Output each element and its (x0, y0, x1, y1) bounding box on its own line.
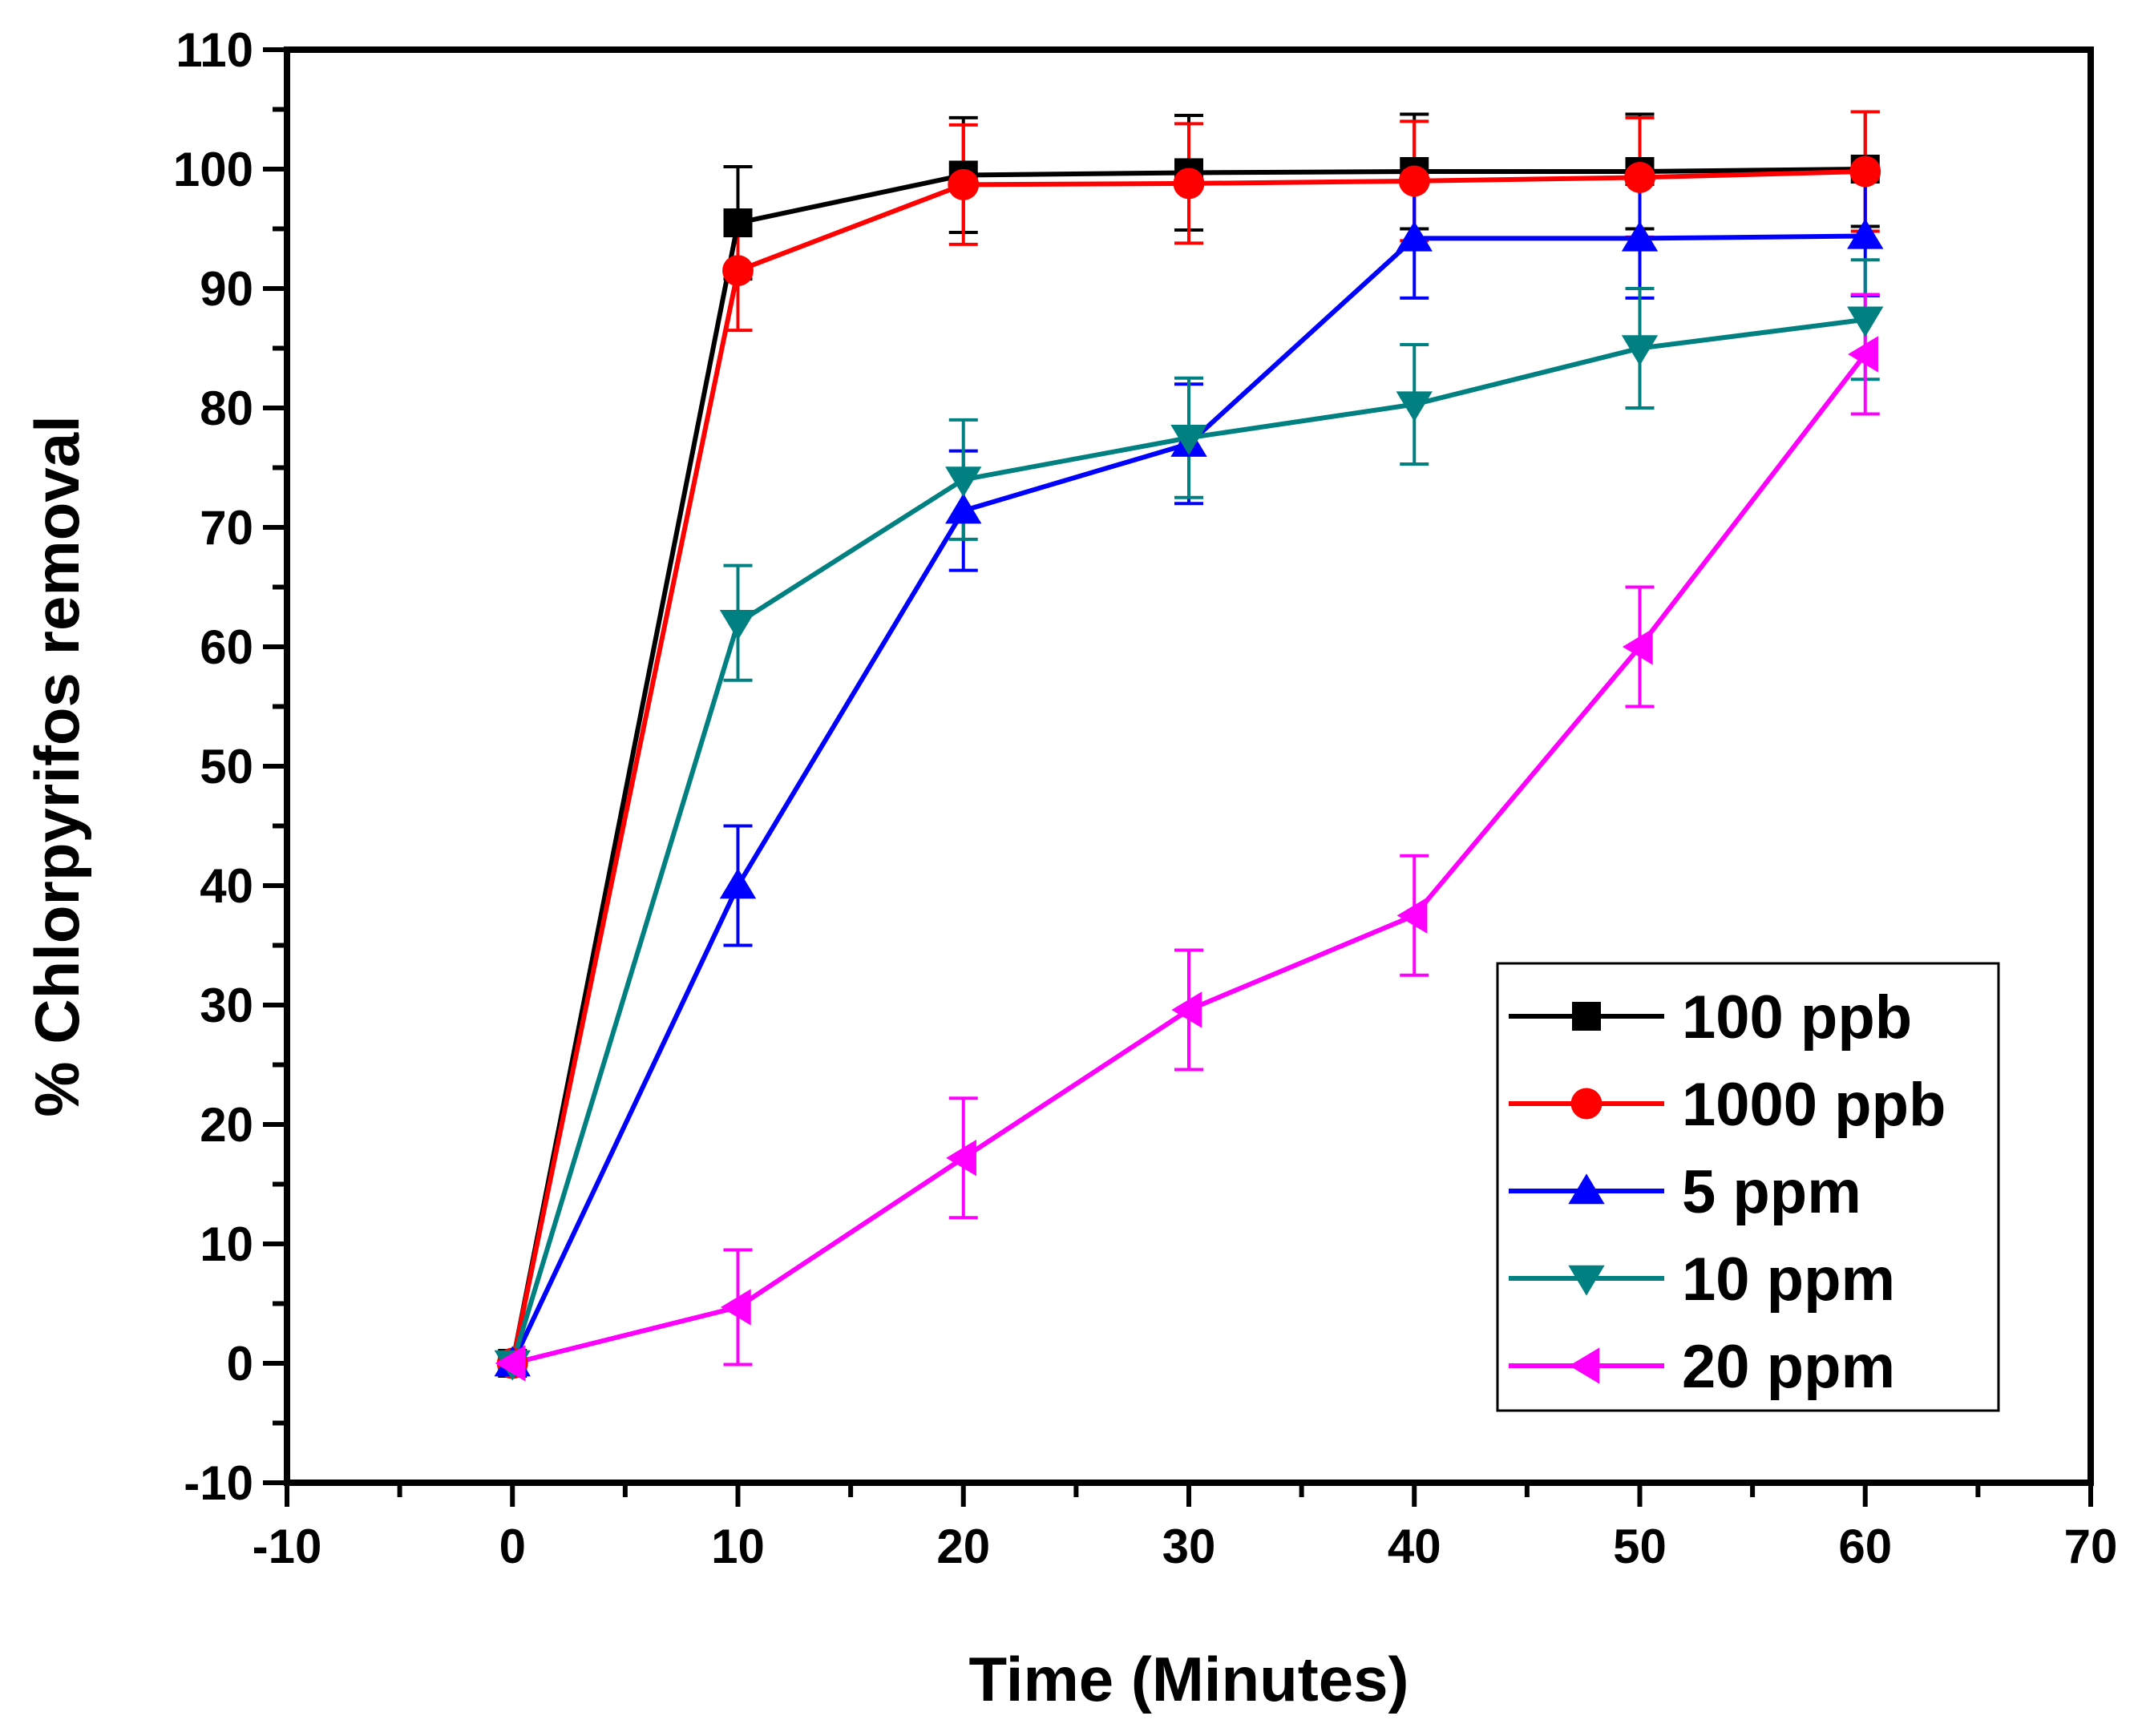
data-point-1000-ppb (1398, 165, 1430, 197)
data-point-20-ppm (1622, 628, 1653, 665)
legend: 100 ppb 1000 ppb 5 ppm 10 ppm 20 ppm (1496, 962, 2000, 1412)
data-point-20-ppm (720, 1289, 751, 1326)
data-point-5-ppm (1396, 220, 1433, 252)
data-point-10-ppm (1847, 306, 1884, 337)
y-tick-label: 60 (200, 620, 253, 674)
data-point-10-ppm (1170, 425, 1207, 455)
legend-marker-10-ppm (1568, 1265, 1605, 1296)
x-axis-title: Time (Minutes) (969, 1644, 1409, 1714)
legend-label: 10 ppm (1682, 1245, 1895, 1314)
legend-marker-20-ppm (1569, 1347, 1600, 1384)
data-point-1000-ppb (1173, 168, 1205, 200)
x-tick-label: 60 (1838, 1520, 1892, 1573)
x-tick-label: 50 (1613, 1520, 1667, 1573)
data-point-100-ppb (723, 208, 753, 238)
y-tick-label: 90 (200, 262, 253, 316)
data-point-5-ppm (1621, 220, 1659, 252)
data-point-20-ppm (946, 1140, 976, 1177)
y-tick-label: 70 (200, 501, 253, 555)
x-tick-label: 0 (499, 1520, 526, 1573)
y-tick-label: 100 (173, 143, 253, 196)
x-tick-label: 30 (1162, 1520, 1216, 1573)
legend-item-10-ppm: 10 ppm (1509, 1245, 1895, 1314)
data-point-5-ppm (719, 868, 757, 899)
data-point-1000-ppb (1849, 155, 1881, 188)
data-point-20-ppm (1396, 897, 1428, 934)
data-point-10-ppm (945, 466, 982, 497)
data-point-10-ppm (719, 610, 757, 640)
data-point-20-ppm (1848, 336, 1878, 373)
data-point-20-ppm (1171, 991, 1202, 1028)
legend-label: 100 ppb (1682, 983, 1912, 1052)
y-tick-label: 80 (200, 382, 253, 435)
series-markers (494, 155, 1884, 1382)
legend-item-5-ppm: 5 ppm (1509, 1158, 1861, 1226)
x-tick-label: 70 (2064, 1520, 2118, 1573)
y-tick-label: 40 (200, 859, 253, 913)
data-point-1000-ppb (722, 255, 754, 287)
legend-item-1000-ppb: 1000 ppb (1509, 1071, 1946, 1139)
legend-label: 20 ppm (1682, 1333, 1895, 1401)
y-axis-title: % Chlorpyrifos removal (22, 415, 92, 1117)
data-point-10-ppm (1621, 335, 1659, 366)
legend-label: 5 ppm (1682, 1158, 1861, 1226)
y-tick-label: -10 (184, 1456, 253, 1510)
data-point-10-ppm (1396, 391, 1433, 422)
legend-item-100-ppb: 100 ppb (1509, 983, 1912, 1052)
y-tick-label: 10 (200, 1217, 253, 1271)
legend-marker-5-ppm (1568, 1173, 1605, 1205)
y-tick-label: 110 (176, 23, 253, 77)
legend-label: 1000 ppb (1682, 1071, 1946, 1139)
x-tick-label: 20 (936, 1520, 990, 1573)
data-point-20-ppm (495, 1345, 526, 1382)
data-point-5-ppm (945, 493, 982, 524)
x-tick-label: -10 (253, 1520, 322, 1573)
legend-marker-1000-ppb (1570, 1088, 1602, 1120)
x-tick-label: 40 (1388, 1520, 1441, 1573)
y-axis-ticks: -10 0 10 20 30 40 50 60 70 80 90 100 110 (173, 23, 287, 1510)
x-axis-ticks: -10 0 10 20 30 40 50 60 70 (253, 1483, 2118, 1573)
legend-item-20-ppm: 20 ppm (1509, 1333, 1895, 1401)
x-tick-label: 10 (711, 1520, 765, 1573)
data-point-1000-ppb (948, 168, 980, 200)
y-tick-label: 30 (200, 979, 253, 1032)
y-tick-label: 20 (200, 1098, 253, 1152)
y-tick-label: 0 (227, 1337, 253, 1391)
data-point-1000-ppb (1624, 161, 1655, 193)
data-point-5-ppm (1847, 218, 1884, 249)
y-tick-label: 50 (200, 740, 253, 793)
legend-marker-100-ppb (1572, 1002, 1601, 1031)
